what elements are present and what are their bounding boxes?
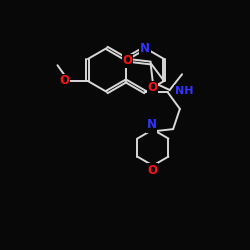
Text: O: O — [59, 74, 69, 88]
Text: N: N — [146, 120, 156, 132]
Text: N: N — [146, 118, 156, 130]
Text: O: O — [123, 54, 133, 67]
Text: NH: NH — [175, 86, 194, 96]
Text: O: O — [148, 164, 158, 177]
Text: N: N — [140, 42, 150, 54]
Text: O: O — [148, 81, 158, 94]
